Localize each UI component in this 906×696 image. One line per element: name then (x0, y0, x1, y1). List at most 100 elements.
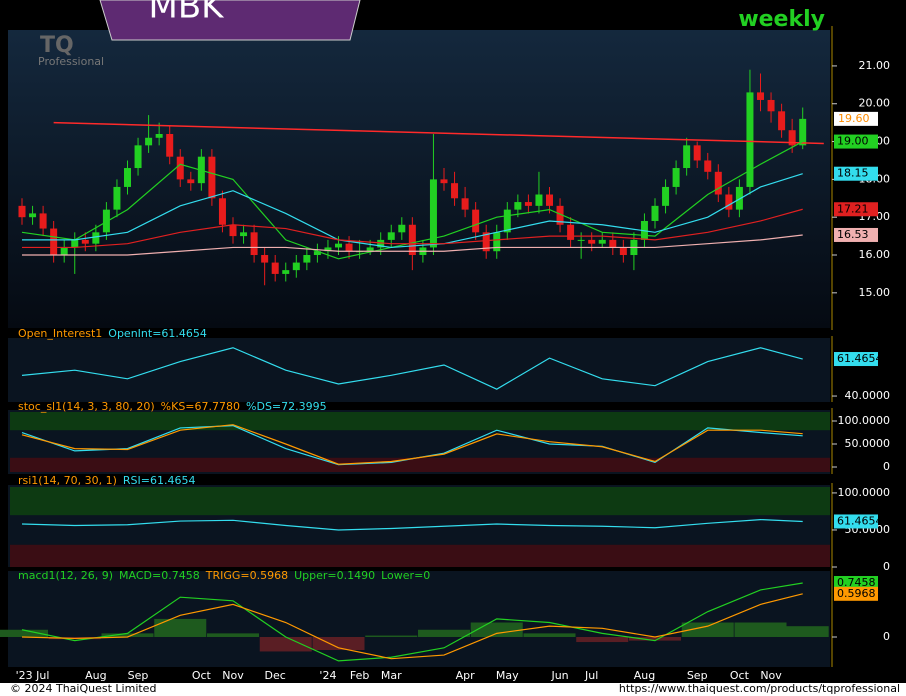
legend-text: macd1(12, 26, 9) (18, 569, 113, 582)
candle-body (735, 186, 743, 210)
lower-band (10, 544, 830, 567)
indicator-line (21, 582, 803, 662)
badge-box (834, 352, 878, 367)
histogram-bar (470, 622, 523, 637)
badge-box (834, 576, 878, 591)
candle-body (92, 232, 100, 244)
indicator-line (21, 141, 803, 260)
candle-body (335, 243, 342, 248)
badge-box (834, 227, 878, 242)
candle-body (746, 92, 754, 187)
candle-body (757, 92, 764, 100)
candle-body (113, 186, 121, 210)
indicator-line (22, 173, 803, 249)
candle-body (472, 209, 480, 233)
x-tick-label: '23 Jul (16, 669, 50, 682)
histogram-bar (418, 629, 470, 637)
badge-box (834, 586, 878, 601)
candle-body (556, 205, 564, 225)
candle-body (493, 232, 501, 252)
x-tick-label: Mar (381, 669, 402, 682)
indicator-line (21, 424, 803, 465)
candle-body (651, 205, 659, 221)
candle-body (725, 194, 733, 210)
y-tick-label: 0 (883, 460, 890, 473)
candle-body (124, 168, 131, 187)
candle-body (176, 156, 184, 180)
histogram-bar (681, 622, 734, 637)
badge-box (834, 202, 878, 217)
candle-body (229, 224, 237, 237)
candle-body (672, 168, 680, 187)
histogram-bar (0, 629, 48, 637)
candle-body (440, 179, 448, 184)
histogram-bar (259, 636, 312, 652)
candle-body (250, 232, 258, 256)
y-tick-label: 15.00 (859, 286, 891, 299)
legend-text: Lower=0 (381, 569, 430, 582)
x-tick-label: Oct (730, 669, 750, 682)
legend-text: stoc_sl1(14, 3, 3, 80, 20) (18, 400, 155, 413)
x-tick-label: Sep (128, 669, 149, 682)
x-tick-label: Aug (634, 669, 655, 682)
y-tick-label: 0 (883, 630, 890, 643)
badge-text: 19.00 (837, 135, 869, 148)
badge-text: 61.4654 (837, 514, 883, 527)
candle-body (345, 243, 353, 252)
legend-text: rsi1(14, 70, 30, 1) (18, 474, 117, 487)
badge-text: 18.15 (837, 167, 869, 180)
lower-band (10, 457, 830, 472)
histogram-bar (207, 633, 259, 637)
candle-body (134, 145, 142, 169)
candle-body (187, 179, 195, 184)
candle-body (619, 247, 627, 256)
x-tick-label: Aug (85, 669, 106, 682)
timeframe: weekly (738, 7, 825, 32)
candle-body (271, 262, 279, 274)
candle-body (18, 205, 26, 218)
candle-body (261, 255, 269, 263)
indicator-line (22, 208, 803, 249)
symbol-tab (99, 0, 361, 41)
x-tick-label: '24 (319, 669, 336, 682)
legend-text: TRIGG=0.5968 (205, 569, 288, 582)
symbol-title: MBK (149, 0, 226, 27)
legend-text: OpenInt=61.4654 (108, 327, 207, 340)
logo: TQ (40, 33, 74, 58)
x-tick-label: Sep (687, 669, 708, 682)
badge-box (834, 111, 878, 126)
y-tick-label: 100.0000 (838, 414, 891, 427)
badge-box (834, 514, 878, 529)
candle-body (408, 224, 416, 256)
badge-text: 17.21 (837, 202, 869, 215)
candle-body (50, 228, 58, 256)
candle-body (39, 213, 47, 229)
histogram-bar (776, 626, 829, 637)
badge-box (834, 134, 878, 149)
trendline (53, 121, 824, 145)
candle-body (704, 160, 712, 172)
candle-body (303, 255, 311, 263)
x-tick-label: Jul (584, 669, 598, 682)
y-tick-label: 40.0000 (845, 389, 891, 402)
logo-sub: Professional (38, 55, 104, 68)
candle-body (377, 239, 385, 248)
x-tick-label: Nov (760, 669, 782, 682)
candle-body (693, 145, 701, 161)
candle-body (292, 262, 300, 271)
candle-body (482, 232, 490, 252)
legend-text: MACD=0.7458 (119, 569, 200, 582)
y-tick-label: 100.0000 (838, 486, 891, 499)
legend-text: Upper=0.1490 (294, 569, 375, 582)
badge-text: 61.4654 (837, 352, 883, 365)
legend-text: RSI=61.4654 (123, 474, 196, 487)
candle-body (240, 232, 248, 237)
candle-body (102, 209, 110, 233)
candle-body (366, 247, 374, 252)
candle-body (767, 99, 775, 112)
badge-text: 0.5968 (837, 587, 876, 600)
indicator-line (21, 593, 803, 660)
histogram-bar (365, 635, 418, 637)
copyright: © 2024 ThaiQuest Limited (10, 682, 156, 695)
